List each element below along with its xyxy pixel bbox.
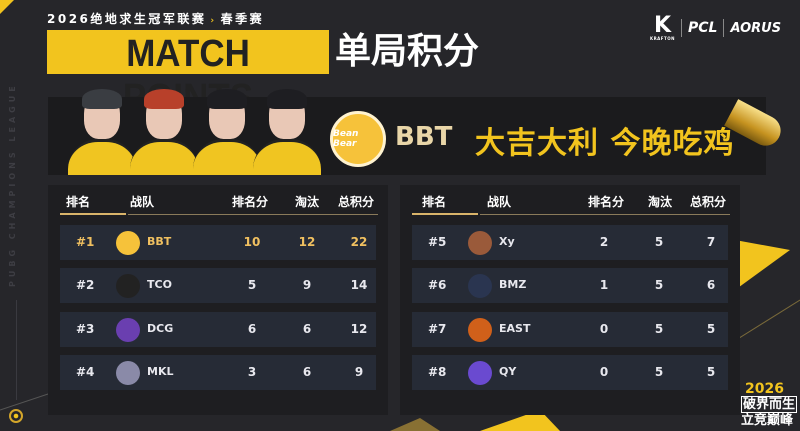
winner-banner bbox=[48, 89, 766, 175]
kill-points: 12 bbox=[298, 235, 316, 249]
team-logo bbox=[468, 231, 492, 255]
header-total: 总积分 bbox=[690, 195, 727, 209]
crosshair-icon bbox=[9, 409, 23, 423]
kill-points: 5 bbox=[654, 278, 664, 292]
table-row: #5 Xy 2 5 7 bbox=[412, 225, 728, 260]
team-name: Xy bbox=[499, 235, 515, 248]
footer-slogan-1: 破界而生 bbox=[741, 396, 798, 413]
placement-points: 0 bbox=[599, 365, 609, 379]
chevron-right-icon: › bbox=[210, 16, 217, 26]
kill-points: 6 bbox=[302, 365, 312, 379]
team-logo bbox=[116, 318, 140, 342]
header-rank: 排名 bbox=[66, 195, 91, 209]
header-team: 战队 bbox=[487, 195, 512, 209]
player-photo bbox=[253, 89, 321, 175]
team-name: EAST bbox=[499, 322, 531, 335]
table-row: #3 DCG 6 6 12 bbox=[60, 312, 376, 347]
team-name: BMZ bbox=[499, 278, 527, 291]
side-divider bbox=[16, 300, 17, 400]
header-total: 总积分 bbox=[338, 195, 375, 209]
rank: #2 bbox=[76, 278, 95, 292]
kill-points: 9 bbox=[302, 278, 312, 292]
table-row: #4 MKL 3 6 9 bbox=[60, 355, 376, 390]
kill-points: 5 bbox=[654, 365, 664, 379]
table-row: #6 BMZ 1 5 6 bbox=[412, 268, 728, 303]
placement-points: 0 bbox=[599, 322, 609, 336]
table-row: #1 BBT 10 12 22 bbox=[60, 225, 376, 260]
total-points: 6 bbox=[706, 278, 716, 292]
placement-points: 10 bbox=[243, 235, 261, 249]
total-points: 5 bbox=[706, 322, 716, 336]
team-name: MKL bbox=[147, 365, 174, 378]
placement-points: 3 bbox=[247, 365, 257, 379]
team-logo bbox=[116, 274, 140, 298]
total-points: 5 bbox=[706, 365, 716, 379]
header-rank: 排名 bbox=[422, 195, 447, 209]
logo-divider bbox=[680, 19, 682, 37]
team-logo bbox=[116, 231, 140, 255]
logo-divider bbox=[723, 19, 725, 37]
placement-points: 2 bbox=[599, 235, 609, 249]
header-placement: 排名分 bbox=[588, 195, 625, 209]
table-row: #7 EAST 0 5 5 bbox=[412, 312, 728, 347]
event-name: 2026绝地求生冠军联赛 bbox=[47, 12, 207, 26]
team-logo bbox=[116, 361, 140, 385]
side-league-text: PUBG CHAMPIONS LEAGUE bbox=[8, 82, 17, 288]
rank: #6 bbox=[428, 278, 447, 292]
header-kills: 淘汰 bbox=[295, 195, 320, 209]
rank: #8 bbox=[428, 365, 447, 379]
kill-points: 5 bbox=[654, 235, 664, 249]
bbt-team-logo: Bean Bear bbox=[330, 111, 386, 167]
table-header: 排名 战队 排名分 淘汰 总积分 bbox=[400, 193, 740, 215]
standings-table-left: 排名 战队 排名分 淘汰 总积分 #1 BBT 10 12 22 #2 TCO 5 9 14 #3 D… bbox=[48, 185, 388, 415]
footer-slogan-2: 立竞巅峰 bbox=[741, 413, 794, 428]
header-placement: 排名分 bbox=[232, 195, 269, 209]
total-points: 14 bbox=[350, 278, 368, 292]
pcl-logo: PCL bbox=[687, 20, 718, 36]
placement-points: 6 bbox=[247, 322, 257, 336]
table-header: 排名 战队 排名分 淘汰 总积分 bbox=[48, 193, 388, 215]
team-logo bbox=[468, 318, 492, 342]
table-row: #8 QY 0 5 5 bbox=[412, 355, 728, 390]
player-photo bbox=[193, 89, 261, 175]
winner-team-name: BBT bbox=[395, 122, 453, 152]
team-logo bbox=[468, 361, 492, 385]
event-subtitle: 2026绝地求生冠军联赛 › 春季赛 bbox=[47, 10, 264, 27]
winner-slogan: 大吉大利 今晚吃鸡 bbox=[475, 126, 735, 161]
event-stage: 春季赛 bbox=[220, 12, 265, 26]
rank: #5 bbox=[428, 235, 447, 249]
team-name: QY bbox=[499, 365, 517, 378]
page-title-en: MATCH POINTS bbox=[47, 30, 329, 119]
krafton-logo: K KRAFTON bbox=[650, 13, 675, 41]
team-logo bbox=[468, 274, 492, 298]
page-title-cn: 单局积分 bbox=[335, 31, 480, 72]
rank: #1 bbox=[76, 235, 95, 249]
placement-points: 5 bbox=[247, 278, 257, 292]
standings-table-right: 排名 战队 排名分 淘汰 总积分 #5 Xy 2 5 7 #6 BMZ 1 5 6 #7 EAST 0 5… bbox=[400, 185, 740, 415]
footer-year: 2026 bbox=[745, 381, 784, 397]
rank: #7 bbox=[428, 322, 447, 336]
total-points: 22 bbox=[350, 235, 368, 249]
aorus-logo: AORUS bbox=[730, 20, 782, 36]
player-photo bbox=[130, 89, 198, 175]
total-points: 7 bbox=[706, 235, 716, 249]
team-name: DCG bbox=[147, 322, 174, 335]
team-name: TCO bbox=[147, 278, 172, 291]
rank: #4 bbox=[76, 365, 95, 379]
player-photo bbox=[68, 89, 136, 175]
table-row: #2 TCO 5 9 14 bbox=[60, 268, 376, 303]
total-points: 9 bbox=[354, 365, 364, 379]
header-team: 战队 bbox=[130, 195, 155, 209]
rank: #3 bbox=[76, 322, 95, 336]
corner-accent bbox=[0, 0, 14, 14]
sponsor-logos: K KRAFTON PCL AORUS bbox=[650, 14, 781, 42]
total-points: 12 bbox=[350, 322, 368, 336]
kill-points: 5 bbox=[654, 322, 664, 336]
team-name: BBT bbox=[147, 235, 172, 248]
placement-points: 1 bbox=[599, 278, 609, 292]
header-kills: 淘汰 bbox=[648, 195, 673, 209]
kill-points: 6 bbox=[302, 322, 312, 336]
